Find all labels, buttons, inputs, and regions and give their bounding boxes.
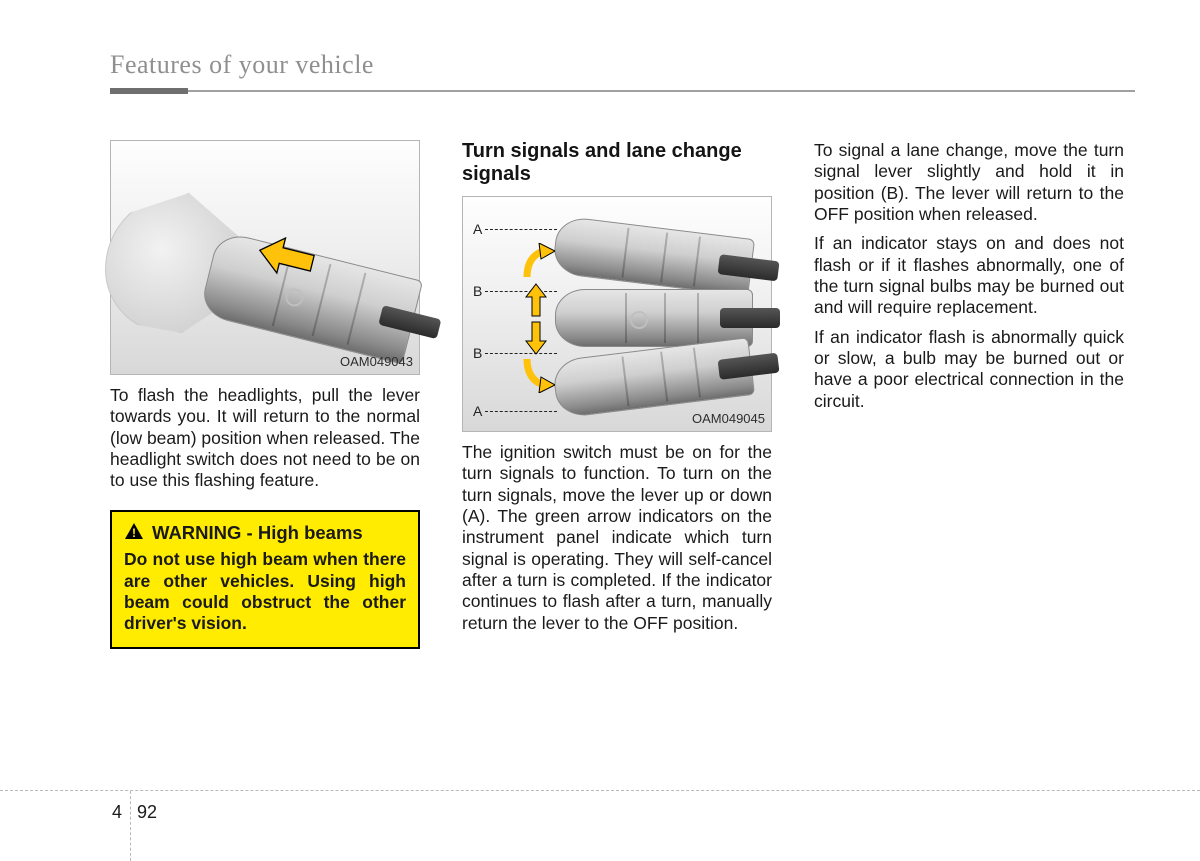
stalk-down	[551, 337, 755, 419]
section-title: Features of your vehicle	[110, 50, 1135, 84]
column-1: OAM049043 To flash the headlights, pull …	[110, 140, 420, 649]
curve-arrow-up-icon	[521, 243, 555, 279]
warning-box: ! WARNING - High beams Do not use high b…	[110, 510, 420, 649]
col1-paragraph: To flash the headlights, pull the lever …	[110, 385, 420, 492]
content-columns: OAM049043 To flash the headlights, pull …	[110, 140, 1130, 649]
column-2: Turn signals and lane change signals A B…	[462, 140, 772, 649]
col3-p2: If an indicator stays on and does not fl…	[814, 233, 1124, 318]
col2-text: The ignition switch must be on for the t…	[462, 442, 772, 634]
col1-text: To flash the headlights, pull the lever …	[110, 385, 420, 492]
dash-line	[485, 411, 557, 412]
col2-paragraph: The ignition switch must be on for the t…	[462, 442, 772, 634]
label-a-top: A	[473, 221, 482, 238]
figure-turn-signals: A B B A OAM049045	[462, 196, 772, 432]
dash-line	[485, 229, 557, 230]
warning-heading: ! WARNING - High beams	[124, 522, 406, 546]
column-3: To signal a lane change, move the turn s…	[814, 140, 1124, 649]
section-heading-turn-signals: Turn signals and lane change signals	[462, 140, 772, 186]
footer-dashed-vertical	[130, 791, 131, 861]
warning-body: Do not use high beam when there are othe…	[124, 549, 406, 634]
figure-code: OAM049043	[340, 354, 413, 370]
page-number: 92	[137, 802, 157, 823]
warning-title: WARNING - High beams	[152, 522, 363, 545]
stalk-up	[551, 215, 755, 297]
chapter-number: 4	[112, 802, 122, 823]
svg-text:!: !	[132, 526, 136, 540]
col3-paragraphs: To signal a lane change, move the turn s…	[814, 140, 1124, 412]
label-a-bottom: A	[473, 403, 482, 420]
col3-p1: To signal a lane change, move the turn s…	[814, 140, 1124, 225]
arrow-down-icon	[525, 321, 547, 355]
stalk-mid	[555, 289, 753, 347]
col3-p3: If an indicator flash is abnormally quic…	[814, 327, 1124, 412]
figure-code-2: OAM049045	[692, 411, 765, 427]
label-b-top: B	[473, 283, 482, 300]
figure-headlight-flash: OAM049043	[110, 140, 420, 375]
curve-arrow-down-icon	[521, 357, 555, 393]
warning-triangle-icon: !	[124, 522, 144, 546]
header-rule	[110, 90, 1135, 92]
footer-dashed-rule	[0, 790, 1200, 791]
arrow-up-icon	[525, 283, 547, 317]
label-b-bottom: B	[473, 345, 482, 362]
page-header: Features of your vehicle	[110, 50, 1135, 92]
